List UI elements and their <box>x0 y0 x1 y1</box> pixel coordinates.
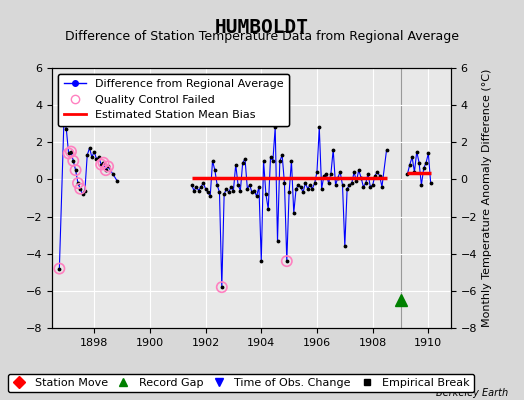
Text: Difference of Station Temperature Data from Regional Average: Difference of Station Temperature Data f… <box>65 30 459 43</box>
Point <box>99 160 107 166</box>
Point <box>69 158 78 164</box>
Text: HUMBOLDT: HUMBOLDT <box>215 18 309 37</box>
Y-axis label: Monthly Temperature Anomaly Difference (°C): Monthly Temperature Anomaly Difference (… <box>483 69 493 327</box>
Point <box>217 284 226 290</box>
Text: Berkeley Earth: Berkeley Earth <box>436 388 508 398</box>
Point <box>76 186 84 192</box>
Point <box>282 258 291 264</box>
Legend: Difference from Regional Average, Quality Control Failed, Estimated Station Mean: Difference from Regional Average, Qualit… <box>58 74 289 126</box>
Point <box>64 150 73 157</box>
Point <box>102 167 110 173</box>
Legend: Station Move, Record Gap, Time of Obs. Change, Empirical Break: Station Move, Record Gap, Time of Obs. C… <box>8 374 474 392</box>
Point <box>55 265 63 272</box>
Point <box>74 180 82 186</box>
Point <box>104 163 112 170</box>
Point <box>97 161 105 168</box>
Point <box>67 148 75 155</box>
Point <box>71 167 80 173</box>
